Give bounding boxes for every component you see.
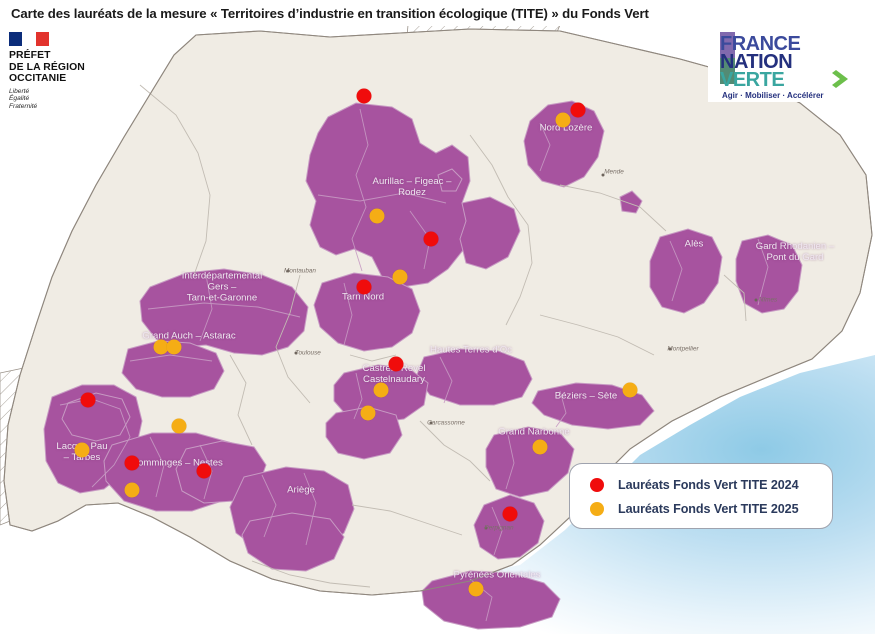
city-dot-mende xyxy=(601,173,605,177)
city-dot-nimes xyxy=(754,298,758,302)
award-dot-grand-auch-west-2025[interactable] xyxy=(153,339,169,355)
prefecture-title-line1: PRÉFET xyxy=(9,50,51,61)
city-dot-montpellier xyxy=(668,347,672,351)
award-dot-rodez-2024[interactable] xyxy=(423,231,439,247)
motto-liberte: Liberté xyxy=(9,87,30,95)
fnv-line3: VERTE xyxy=(720,69,784,91)
award-dot-tarn-nord-2024[interactable] xyxy=(356,279,372,295)
award-dot-perpignan-2024[interactable] xyxy=(502,506,518,522)
award-dot-comminges-east-2024[interactable] xyxy=(196,463,212,479)
city-label-toulouse: Toulouse xyxy=(295,349,321,357)
prefecture-title-line3: OCCITANIE xyxy=(9,73,67,85)
award-dot-tarn-nord-east-2025[interactable] xyxy=(392,269,408,285)
prefecture-title-line2: DE LA RÉGION xyxy=(9,61,85,73)
award-dot-pyrenees-orientales-2025[interactable] xyxy=(468,581,484,597)
city-dot-montauban xyxy=(286,269,290,273)
award-dot-lauragais-2025[interactable] xyxy=(360,405,376,421)
award-dot-ariege-west-2025[interactable] xyxy=(124,482,140,498)
legend-dot-2024-icon xyxy=(590,478,604,492)
prefecture-logo: PRÉFET DE LA RÉGION OCCITANIE Liberté Ég… xyxy=(0,26,121,124)
legend-label-2025: Lauréats Fonds Vert TITE 2025 xyxy=(618,502,799,516)
map-legend: Lauréats Fonds Vert TITE 2024 Lauréats F… xyxy=(569,463,833,529)
fnv-tagline: Agir · Mobiliser · Accélérer xyxy=(722,91,824,100)
fnv-logo-graphic: FRANCE NATION VERTE Agir · Mobiliser · A… xyxy=(708,28,868,102)
award-dot-castres-2024[interactable] xyxy=(388,356,404,372)
award-dot-lacq-north-2024[interactable] xyxy=(80,392,96,408)
legend-dot-2025-icon xyxy=(590,502,604,516)
award-dot-lacq-pau-2025[interactable] xyxy=(74,442,90,458)
prefecture-title: PRÉFET DE LA RÉGION OCCITANIE xyxy=(9,50,121,85)
page-title: Carte des lauréats de la mesure « Territ… xyxy=(11,5,649,21)
page-title-bar: Carte des lauréats de la mesure « Territ… xyxy=(0,0,875,26)
city-label-montauban: Montauban xyxy=(284,267,316,275)
city-dot-carcassonne xyxy=(429,421,433,425)
motto-egalite: Égalité xyxy=(9,95,30,103)
award-dot-aurillac-north-2024[interactable] xyxy=(356,88,372,104)
city-label-carcassonne: Carcassonne xyxy=(427,419,465,427)
legend-row-2025[interactable]: Lauréats Fonds Vert TITE 2025 xyxy=(570,497,832,521)
city-label-nimes: Nîmes xyxy=(758,296,778,304)
award-dot-aurillac-west-2025[interactable] xyxy=(369,208,385,224)
fnv-line2: NATION xyxy=(720,51,792,73)
legend-row-2024[interactable]: Lauréats Fonds Vert TITE 2024 xyxy=(570,473,832,497)
map-graphic xyxy=(0,25,875,634)
fnv-line1: FRANCE xyxy=(720,33,800,55)
award-dot-comminges-2024[interactable] xyxy=(124,455,140,471)
city-dot-toulouse xyxy=(294,351,298,355)
french-flag-icon xyxy=(9,32,49,46)
city-dot-perpignan xyxy=(484,526,488,530)
award-dot-nord-lozere-2025[interactable] xyxy=(555,112,571,128)
legend-label-2024: Lauréats Fonds Vert TITE 2024 xyxy=(618,478,799,492)
motto-fraternite: Fraternité xyxy=(9,102,38,110)
city-label-perpignan: Perpignan xyxy=(484,524,514,532)
map-canvas: Aurillac – Figeac – Rodez Nord Lozère Al… xyxy=(0,25,875,634)
city-label-montpellier: Montpellier xyxy=(667,345,699,353)
chevron-right-icon xyxy=(832,70,848,88)
award-dot-nord-lozere-2024[interactable] xyxy=(570,102,586,118)
award-dot-grand-auch-east-2025[interactable] xyxy=(166,339,182,355)
award-dot-grand-narbonne-2025[interactable] xyxy=(532,439,548,455)
city-label-mende: Mende xyxy=(604,168,624,176)
award-dot-castres-2025[interactable] xyxy=(373,382,389,398)
award-dot-beziers-sete-2025[interactable] xyxy=(622,382,638,398)
france-nation-verte-logo: FRANCE NATION VERTE Agir · Mobiliser · A… xyxy=(708,28,868,102)
award-dot-comminges-north-2025[interactable] xyxy=(171,418,187,434)
prefecture-motto: Liberté Égalité Fraternité xyxy=(9,88,121,111)
